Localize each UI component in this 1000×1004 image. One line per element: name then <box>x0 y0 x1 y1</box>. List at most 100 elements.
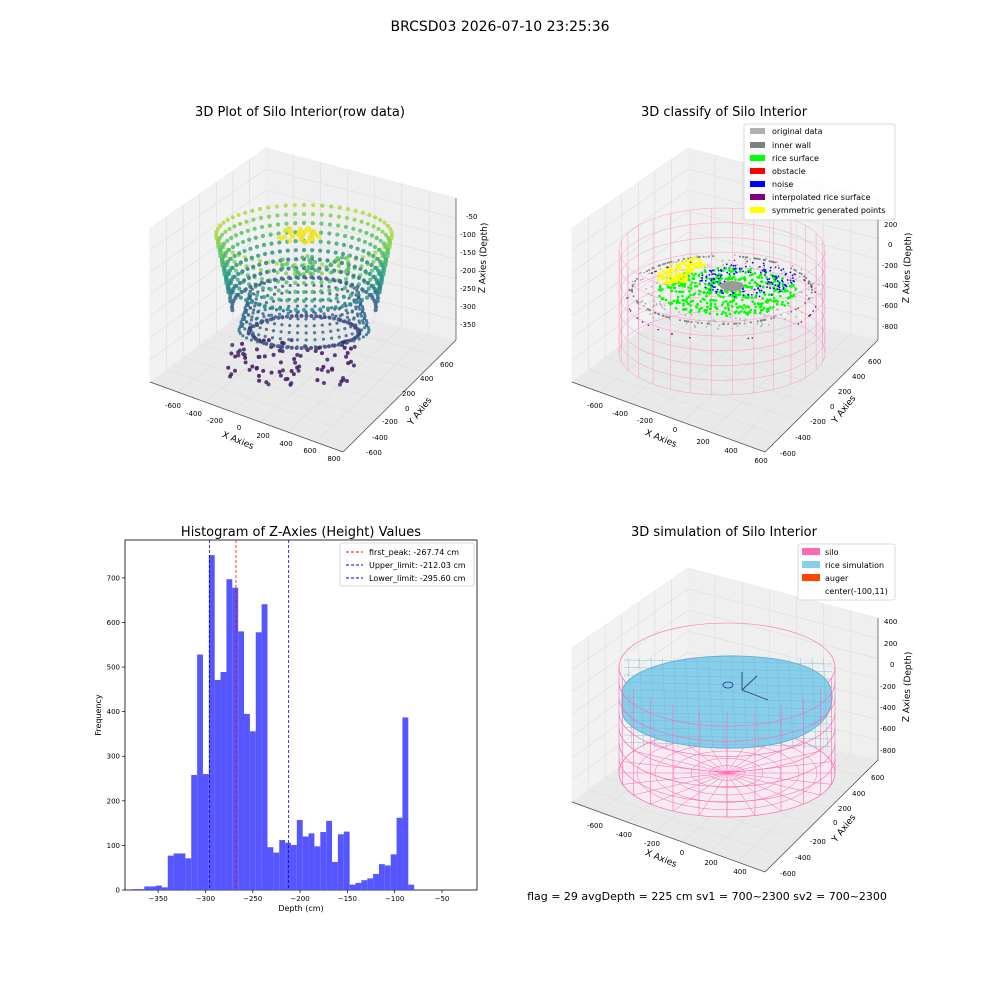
classify-point-noise <box>704 286 707 289</box>
raw-data-point <box>229 289 234 294</box>
classify-point-noise <box>712 282 715 284</box>
classify-point-symmetric <box>657 276 660 279</box>
simulation-silo-ring <box>618 757 836 803</box>
raw-data-point <box>238 331 243 336</box>
classify-point-original <box>656 282 658 284</box>
histogram-legend-frame <box>339 542 475 587</box>
classify-point-interpolated <box>809 313 812 316</box>
raw-data-point <box>355 330 360 334</box>
raw-data-point <box>285 248 290 253</box>
histogram-y-tick-label: 200 <box>107 797 120 805</box>
classify-point-noise <box>722 292 725 295</box>
raw-data-point <box>271 299 276 303</box>
raw-data-point <box>318 248 323 253</box>
raw-data-point <box>330 343 335 347</box>
classify-point-noise <box>761 269 764 272</box>
classify-point-inner-wall <box>763 258 766 261</box>
simulation-silo-wireframe-front <box>618 667 836 817</box>
raw-data-point <box>250 315 254 319</box>
raw-data-point <box>389 232 395 238</box>
raw-data-point <box>284 221 289 226</box>
raw-data-point <box>283 377 288 382</box>
raw-data-point <box>296 324 300 328</box>
raw-data-point <box>257 262 262 267</box>
classify-legend: original data inner wall rice surface ob… <box>743 123 896 221</box>
simulation-legend: silo rice simulation auger center(-100,1… <box>797 543 896 601</box>
classify-point-noise <box>772 275 774 277</box>
raw-data-point <box>296 283 300 287</box>
legend-label: obstacle <box>772 167 806 176</box>
raw-grid-line <box>183 356 376 421</box>
raw-data-point <box>320 284 324 288</box>
classify-point-original <box>814 287 816 290</box>
raw-data-point <box>301 274 307 280</box>
classify-point-rice-surface <box>789 291 792 294</box>
raw-data-point <box>349 325 353 329</box>
raw-data-point <box>362 239 368 245</box>
raw-data-point <box>278 312 282 316</box>
legend-swatch-noise <box>750 181 765 187</box>
raw-data-point <box>288 283 292 288</box>
histogram-y-tick-label: 600 <box>107 619 120 627</box>
classify-point-original <box>784 318 787 320</box>
raw-data-point <box>297 364 302 369</box>
raw-data-point <box>308 271 313 276</box>
raw-data-point <box>327 285 331 289</box>
raw-data-point <box>340 303 346 309</box>
raw-data-point <box>355 312 360 316</box>
raw-data-point <box>275 222 281 227</box>
classify-point-original <box>655 303 658 306</box>
raw-data-point <box>327 222 333 227</box>
raw-data-point <box>374 235 379 241</box>
raw-data-point <box>310 307 315 312</box>
classify-point-noise <box>766 278 769 281</box>
classify-point-rice-surface <box>761 302 764 305</box>
simulation-rice-mesh-line <box>823 657 828 749</box>
raw-data-point <box>233 354 238 359</box>
classify-point-noise <box>763 268 766 271</box>
raw-data-point <box>272 322 277 326</box>
raw-data-point <box>364 319 368 323</box>
classify-point-rice-surface <box>751 300 754 303</box>
raw-data-point <box>344 304 348 308</box>
histogram-bar <box>320 832 327 890</box>
classify-point-symmetric <box>661 276 665 280</box>
raw-z-tick: -150 <box>460 249 476 257</box>
classify-point-rice-surface <box>760 276 764 280</box>
classify-grid-line <box>571 273 689 361</box>
raw-data-point <box>355 288 359 292</box>
raw-data-point <box>313 348 318 353</box>
raw-data-point <box>310 280 315 285</box>
raw-data-point <box>374 277 379 282</box>
classify-point-noise <box>699 280 702 282</box>
raw-data-point <box>352 339 356 343</box>
classify-point-noise <box>713 272 715 275</box>
legend-label: auger <box>825 574 849 583</box>
classify-point-original <box>706 264 709 267</box>
legend-label: rice simulation <box>825 561 884 570</box>
raw-data-point <box>359 328 364 332</box>
raw-data-point <box>310 289 315 294</box>
classify-point-inner-wall <box>678 319 681 322</box>
classify-point-rice-surface <box>750 286 753 290</box>
raw-data-point <box>365 221 371 227</box>
raw-data-point <box>238 324 243 329</box>
raw-data-point <box>286 275 292 280</box>
classify-point-original <box>800 268 803 271</box>
raw-data-point <box>333 305 338 310</box>
classify-z-tick: -800 <box>882 323 898 331</box>
simulation-silo-floor-spoke <box>726 772 782 812</box>
raw-data-point <box>334 241 339 246</box>
classify-point-rice-surface <box>700 306 703 310</box>
raw-data-point <box>369 233 375 238</box>
classify-point-symmetric <box>670 262 673 266</box>
raw-data-point <box>301 307 307 313</box>
raw-data-point <box>266 205 271 210</box>
classify-point-noise <box>729 293 732 296</box>
raw-data-point <box>321 337 326 341</box>
raw-data-point <box>285 261 290 266</box>
histogram-bar <box>326 820 333 890</box>
raw-data-point <box>383 256 388 261</box>
simulation-silo-floor-spoke <box>650 741 728 774</box>
classify-point-rice-surface <box>714 299 718 302</box>
